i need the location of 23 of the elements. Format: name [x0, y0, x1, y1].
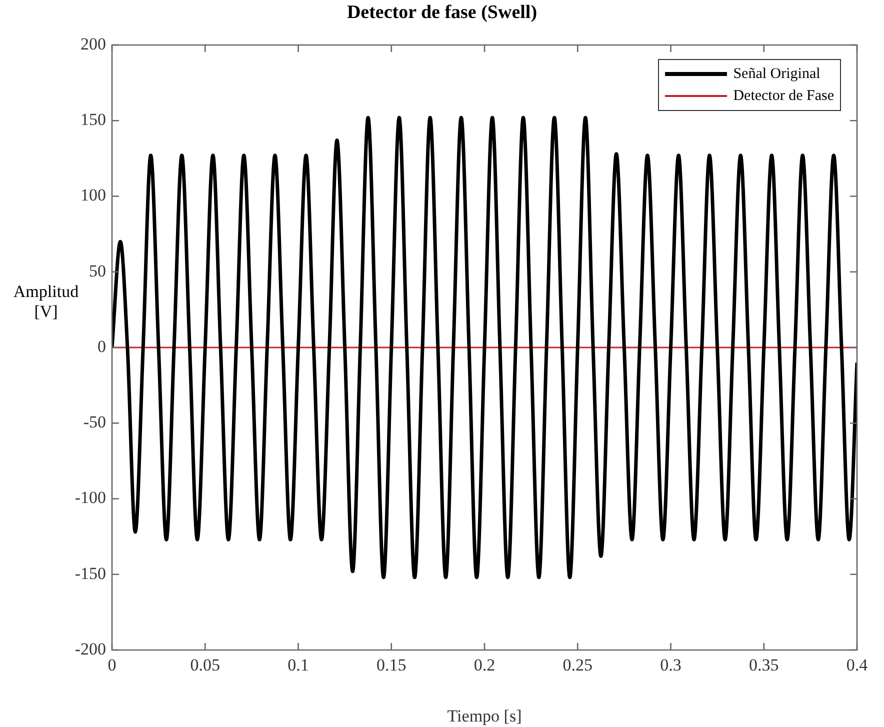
- x-tick-label: 0.1: [288, 656, 309, 675]
- y-tick-label: 50: [89, 261, 106, 280]
- y-tick-label: -150: [74, 564, 106, 583]
- line-series: [112, 116, 857, 580]
- x-tick-label: 0.15: [376, 656, 406, 675]
- y-tick-label: 150: [80, 110, 106, 130]
- x-tick-label: 0.4: [846, 656, 868, 675]
- y-axis-title: Amplitud [V]: [12, 282, 80, 322]
- y-tick-label: 100: [80, 186, 106, 205]
- y-tick-label: -200: [74, 639, 106, 658]
- legend-label: Señal Original: [733, 66, 820, 82]
- x-tick-label: 0.05: [190, 656, 220, 675]
- x-tick-label: 0.25: [562, 656, 592, 675]
- x-axis-title: Tiempo [s]: [447, 706, 522, 726]
- y-tick-label: 0: [98, 336, 106, 356]
- x-tick-label: 0.35: [749, 656, 779, 675]
- y-tick-label: -50: [83, 412, 106, 432]
- y-tick-label: 200: [80, 34, 106, 54]
- x-tick-label: 0.2: [474, 656, 496, 675]
- chart-title: Detector de fase (Swell): [346, 2, 538, 24]
- legend-label: Detector de Fase: [733, 88, 834, 104]
- y-tick-label: -100: [74, 488, 106, 508]
- x-tick-label: 0.3: [660, 656, 682, 675]
